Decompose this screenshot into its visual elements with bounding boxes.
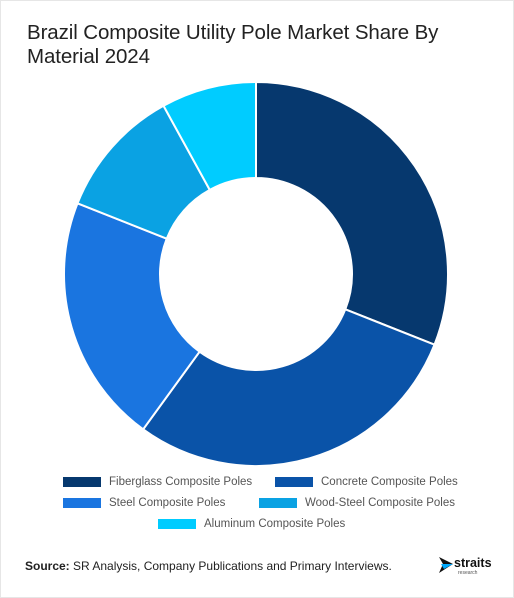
donut-slice-steel-composite-poles (63, 202, 201, 431)
source-note: Source: SR Analysis, Company Publication… (25, 559, 392, 573)
legend-label: Aluminum Composite Poles (204, 518, 346, 530)
legend-item-aluminum-composite-poles: Aluminum Composite Poles (158, 517, 345, 531)
donut-slice-concrete-composite-poles (141, 308, 436, 467)
logo-tagline: research (458, 570, 478, 576)
legend-label: Fiberglass Composite Poles (109, 476, 253, 488)
source-text: SR Analysis, Company Publications and Pr… (69, 559, 392, 573)
legend-item-wood-steel-composite-poles: Wood-Steel Composite Poles (259, 496, 455, 510)
legend-swatch (63, 498, 101, 508)
legend-item-fiberglass-composite-poles: Fiberglass Composite Poles (63, 475, 252, 489)
straits-logo-icon (439, 557, 453, 573)
legend-swatch (275, 477, 313, 487)
legend-label: Concrete Composite Poles (321, 476, 458, 488)
donut-slice-fiberglass-composite-poles (255, 80, 449, 346)
legend-swatch (259, 498, 297, 508)
chart-title: Brazil Composite Utility Pole Market Sha… (27, 21, 439, 68)
donut-chart (63, 80, 449, 467)
legend-item-steel-composite-poles: Steel Composite Poles (63, 496, 225, 510)
straits-logo: straits research (438, 554, 498, 578)
donut-slice-aluminum-composite-poles (162, 80, 257, 192)
legend-swatch (63, 477, 101, 487)
legend-label: Steel Composite Poles (109, 497, 226, 509)
legend-label: Wood-Steel Composite Poles (305, 497, 455, 509)
logo-name: straits (454, 556, 492, 570)
legend-item-concrete-composite-poles: Concrete Composite Poles (275, 475, 458, 489)
source-label: Source: (25, 559, 70, 573)
legend-swatch (158, 519, 196, 529)
